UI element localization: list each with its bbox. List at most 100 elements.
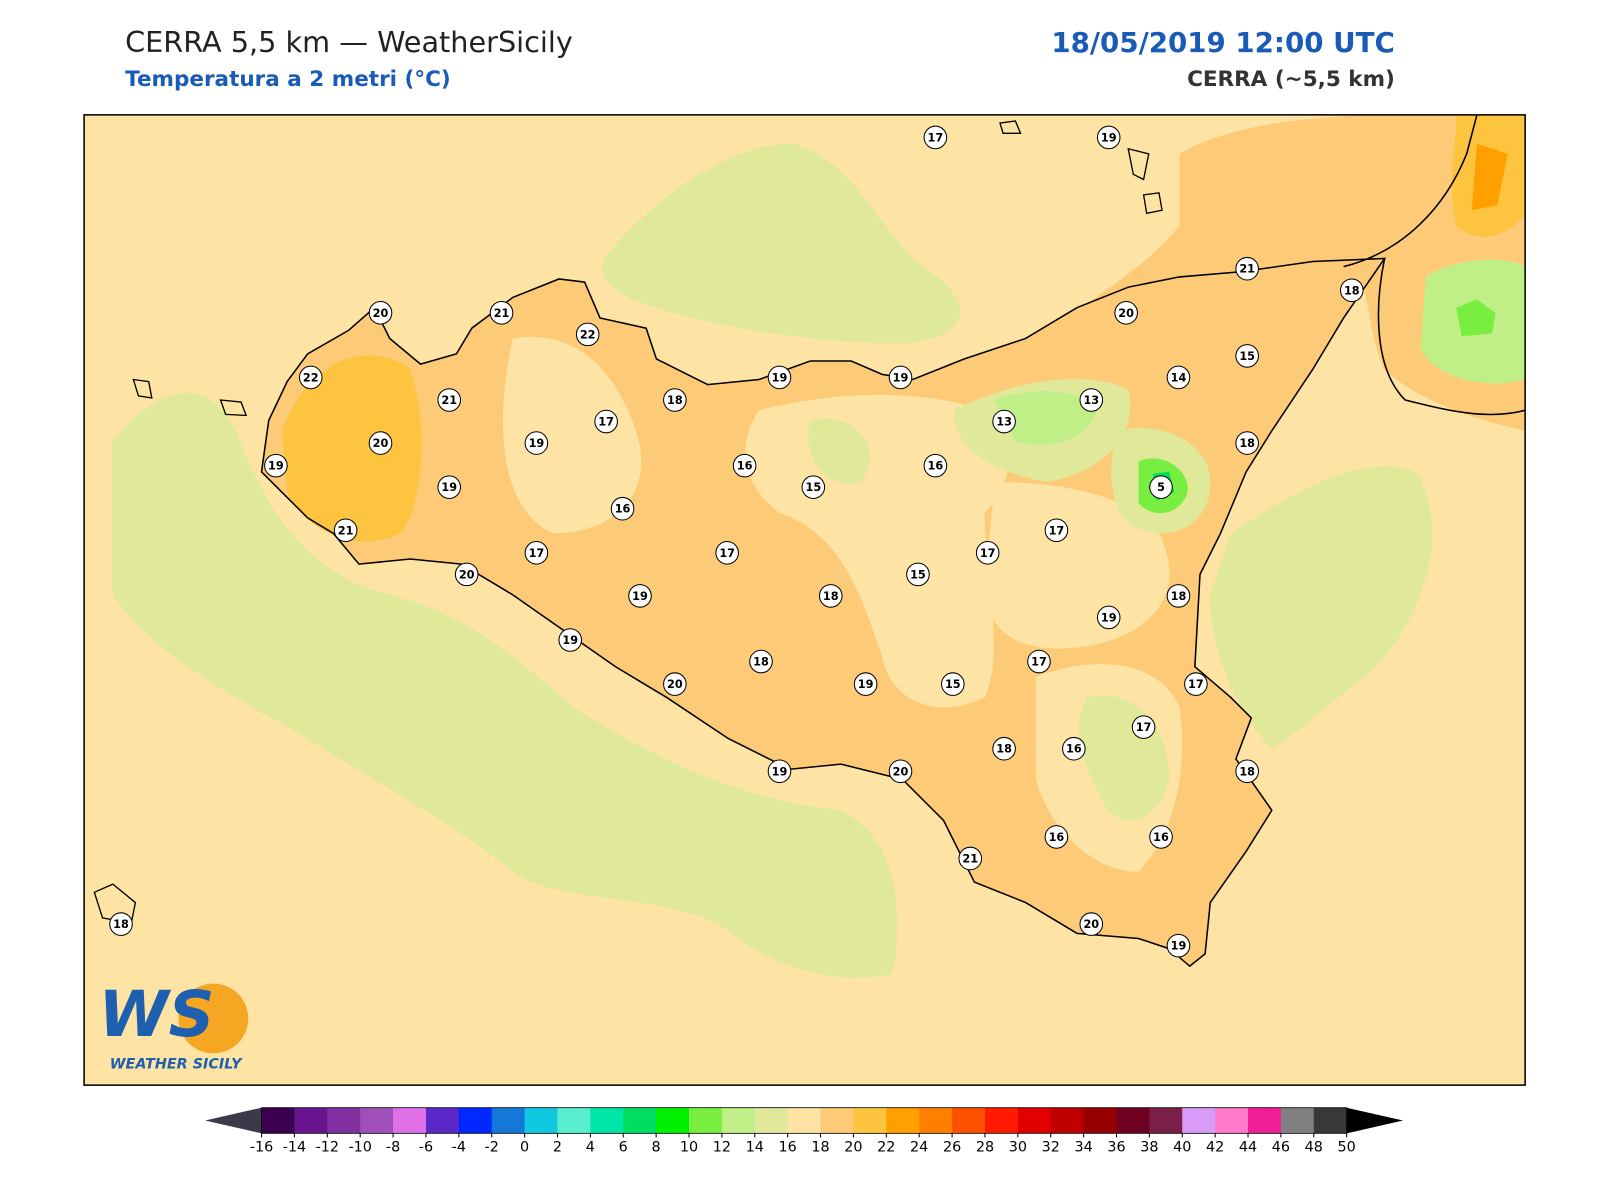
station-marker	[1114, 301, 1138, 325]
station-label: 17	[980, 547, 996, 560]
colorbar-tick-label: 20	[844, 1140, 862, 1156]
colorbar-tick-label: 36	[1107, 1140, 1125, 1156]
colorbar-tick-label: 42	[1206, 1140, 1224, 1156]
colorbar-tick-label: -6	[419, 1140, 433, 1156]
field-area	[984, 482, 1170, 649]
station-marker	[853, 672, 878, 696]
station-marker	[958, 846, 983, 871]
station-label: 19	[632, 590, 648, 603]
colorbar-box	[853, 1107, 887, 1134]
colorbar-box	[1050, 1107, 1085, 1134]
station-marker	[1235, 431, 1259, 455]
station-marker	[1149, 825, 1173, 849]
field-area	[602, 143, 961, 344]
station-label: 14	[1171, 371, 1187, 384]
colorbar-tick-label: 34	[1074, 1140, 1092, 1156]
station-label: 16	[1153, 831, 1169, 844]
field-area	[1210, 466, 1433, 749]
station-marker	[524, 431, 549, 455]
station-marker	[767, 365, 792, 390]
station-label: 16	[928, 460, 944, 473]
station-label: 15	[945, 678, 961, 691]
station-marker	[368, 301, 393, 325]
colorbar-box	[590, 1107, 624, 1134]
colorbar-over	[1346, 1107, 1404, 1134]
colorbar-tick-label: 16	[779, 1140, 797, 1156]
station-label: 19	[772, 765, 788, 778]
field-area	[112, 392, 898, 978]
station-marker	[1062, 736, 1086, 761]
station-label: 18	[1344, 284, 1360, 297]
colorbar-box	[689, 1107, 723, 1134]
station-marker	[1166, 365, 1191, 390]
colorbar-box	[1280, 1107, 1315, 1134]
colorbar-tick-label: -12	[316, 1140, 339, 1156]
station-label: 20	[459, 568, 475, 581]
station-label: 16	[1049, 831, 1065, 844]
colorbar-box	[820, 1107, 854, 1134]
station-marker	[1235, 759, 1259, 784]
station-label: 13	[996, 416, 1012, 429]
station-label: 21	[1239, 263, 1255, 276]
station-marker	[749, 649, 773, 674]
station-marker	[1027, 649, 1051, 674]
colorbar-box	[458, 1107, 493, 1134]
colorbar-box	[623, 1107, 657, 1134]
station-label: 16	[615, 503, 631, 516]
station-label: 17	[928, 131, 944, 144]
station-marker	[628, 584, 652, 608]
station-marker	[1044, 518, 1069, 543]
coastline	[1343, 114, 1478, 268]
station-marker	[524, 541, 549, 565]
station-label: 16	[1066, 743, 1082, 756]
station-label: 17	[1049, 524, 1065, 537]
station-marker	[941, 672, 965, 696]
colorbar-tick-label: 4	[586, 1140, 595, 1156]
station-label: 18	[823, 590, 839, 603]
field-area	[282, 355, 422, 542]
colorbar-box	[360, 1107, 394, 1134]
subtitle: Temperatura a 2 metri (°C)	[125, 67, 451, 92]
station-label: 18	[753, 656, 769, 669]
colorbar-box	[919, 1107, 953, 1134]
logo-name: WEATHER SICILY	[110, 1057, 243, 1073]
colorbar-box	[425, 1107, 460, 1134]
colorbar-box	[557, 1107, 591, 1134]
station-label: 21	[962, 852, 978, 865]
station-label: 19	[1171, 940, 1187, 953]
colorbar-tick-label: 50	[1338, 1140, 1356, 1156]
colorbar-tick-label: 8	[652, 1140, 661, 1156]
station-marker	[923, 453, 948, 478]
field-area	[502, 336, 642, 534]
colorbar-tick-label: 44	[1239, 1140, 1257, 1156]
station-marker	[663, 388, 687, 412]
colorbar-box	[721, 1107, 756, 1134]
colorbar-box	[1248, 1107, 1282, 1134]
station-label: 21	[441, 394, 457, 407]
station-label: 21	[494, 307, 510, 320]
station-marker	[558, 628, 583, 652]
colorbar-box	[1182, 1107, 1216, 1134]
colorbar-tick-label: 10	[680, 1140, 698, 1156]
colorbar-box	[656, 1107, 690, 1134]
logo: WS WEATHER SICILY	[98, 977, 249, 1073]
colorbar-box	[1149, 1107, 1183, 1134]
station-label: 16	[737, 460, 753, 473]
station-label: 17	[529, 547, 545, 560]
colorbar-box	[1215, 1107, 1249, 1134]
station-label: 19	[1101, 611, 1117, 624]
station-label: 20	[1118, 307, 1134, 320]
station-marker	[264, 453, 288, 478]
station-label: 19	[858, 678, 874, 691]
station-marker	[1166, 933, 1191, 958]
colorbar-box	[886, 1107, 920, 1134]
station-marker	[1096, 125, 1121, 150]
station-label: 18	[1239, 437, 1255, 450]
colorbar-tick-label: 46	[1272, 1140, 1290, 1156]
stations: 17 19 20 21 22 21 18 20 15 22 19 19 14 21 18 13 17 13 20 19…	[109, 125, 1364, 958]
station-label: 18	[113, 918, 129, 931]
colorbar-tick-label: 2	[553, 1140, 562, 1156]
map-frame	[83, 114, 1526, 1086]
colorbar-tick-label: 14	[746, 1140, 764, 1156]
station-label: 15	[910, 568, 926, 581]
